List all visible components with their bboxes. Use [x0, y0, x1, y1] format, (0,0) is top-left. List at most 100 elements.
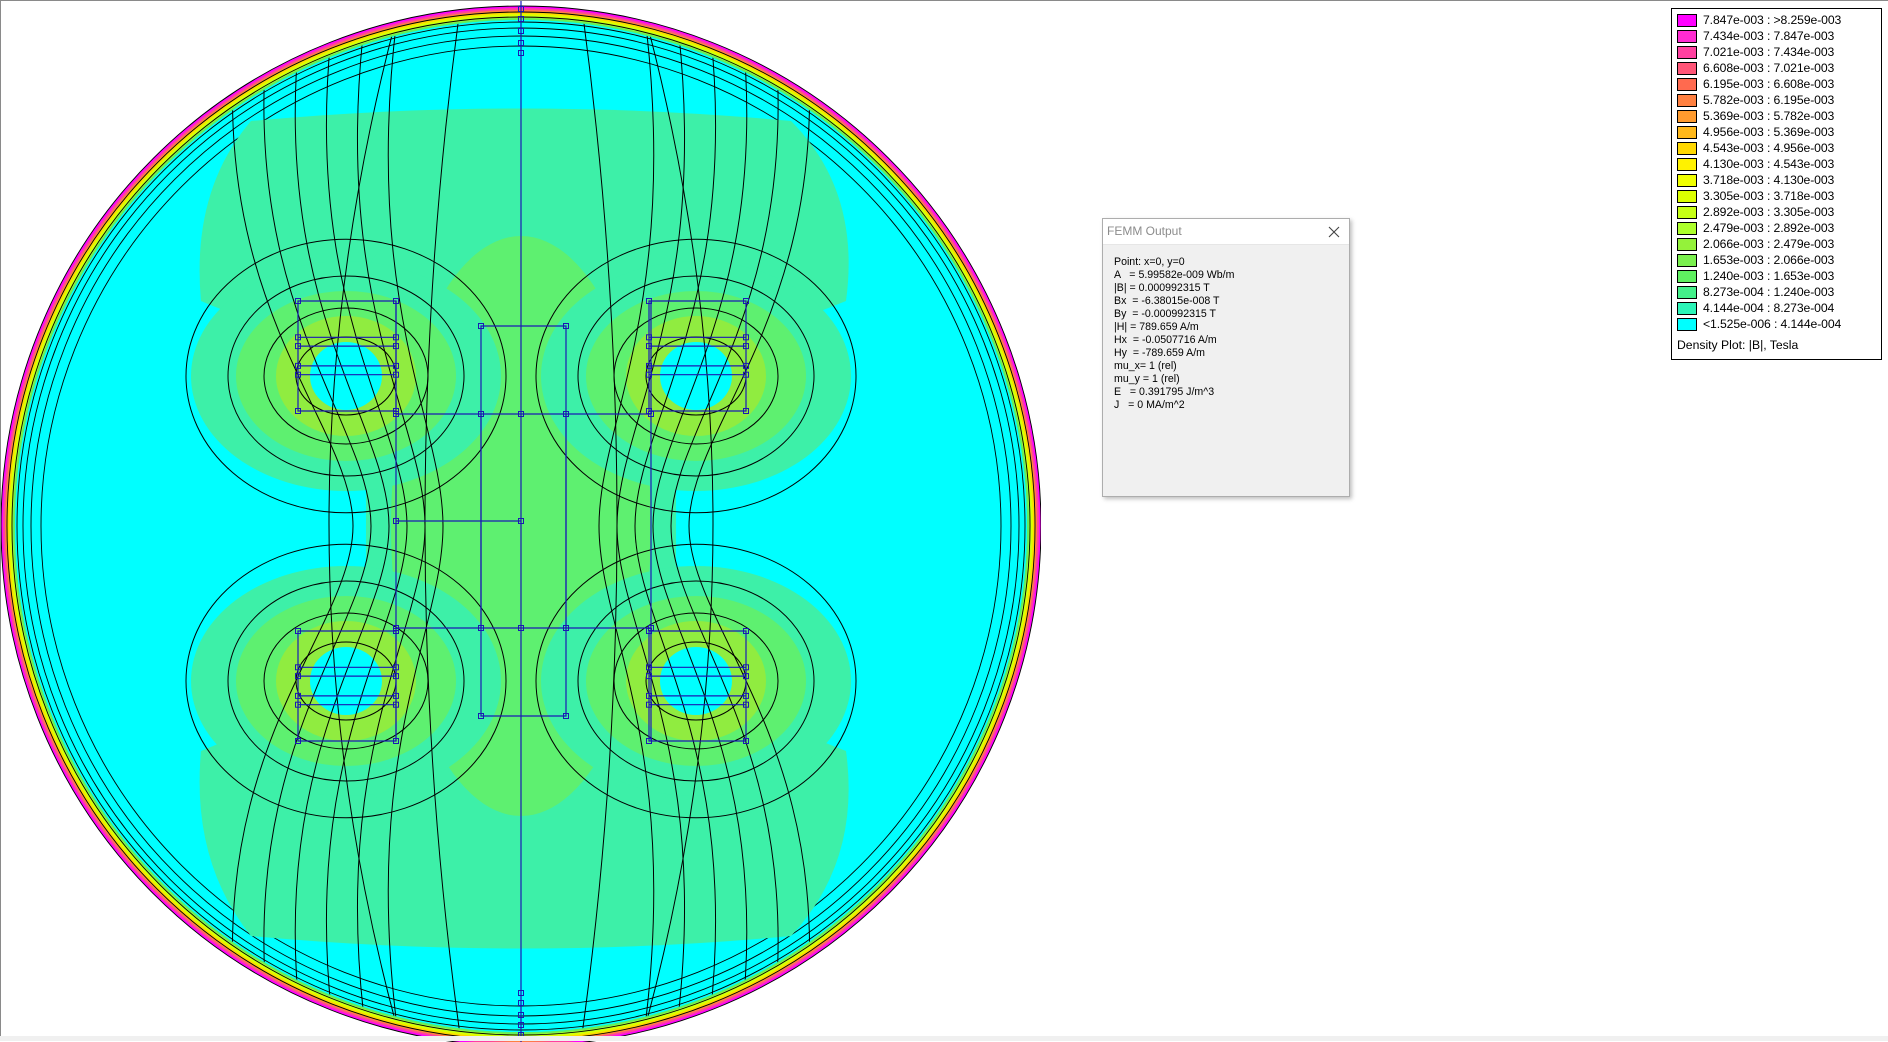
legend-entry: 4.543e-003 : 4.956e-003 — [1677, 140, 1834, 156]
legend-range: 3.305e-003 : 3.718e-003 — [1703, 189, 1835, 203]
legend-swatch — [1677, 301, 1697, 315]
legend-swatch — [1677, 109, 1697, 123]
output-line: Hx = -0.0507716 A/m — [1114, 334, 1217, 346]
flux-line — [688, 20, 811, 1032]
legend-entry: 7.434e-003 : 7.847e-003 — [1677, 28, 1834, 44]
geometry-node — [295, 334, 301, 341]
geometry-node — [563, 411, 569, 417]
legend-entry: 7.847e-003 : >8.259e-003 — [1677, 12, 1841, 28]
flux-line — [328, 20, 402, 1032]
geometry-node — [393, 664, 399, 671]
geometry-node — [393, 738, 399, 744]
geometry-node — [648, 411, 654, 417]
legend-entry: 5.782e-003 : 6.195e-003 — [1677, 92, 1834, 108]
geometry-node — [646, 664, 652, 671]
legend-entry: 2.066e-003 : 2.479e-003 — [1677, 236, 1834, 252]
legend-swatch — [1677, 237, 1697, 251]
legend-caption: Density Plot: |B|, Tesla — [1677, 338, 1799, 352]
legend-swatch — [1677, 45, 1697, 59]
geometry-node — [646, 371, 652, 378]
geometry-node — [393, 701, 399, 708]
legend-range: 6.195e-003 : 6.608e-003 — [1703, 77, 1835, 91]
flux-density-plot[interactable] — [1, 1, 1041, 1042]
flux-line — [356, 20, 426, 1032]
flux-line — [598, 20, 655, 1032]
flux-loop — [185, 238, 507, 514]
geometry-node — [295, 673, 301, 680]
geometry-node — [563, 713, 569, 719]
output-line: mu_y = 1 (rel) — [1114, 373, 1180, 385]
legend-entry: 3.718e-003 : 4.130e-003 — [1677, 172, 1834, 188]
legend-range: 6.608e-003 : 7.021e-003 — [1703, 61, 1835, 75]
geometry-node — [743, 692, 749, 699]
close-button[interactable] — [1319, 219, 1349, 244]
geometry-node — [518, 40, 524, 46]
geometry-node — [646, 701, 652, 708]
output-line: |H| = 789.659 A/m — [1114, 321, 1199, 333]
legend-swatch — [1677, 77, 1697, 91]
legend-range: 4.543e-003 : 4.956e-003 — [1703, 141, 1835, 155]
legend-entry: 4.144e-004 : 8.273e-004 — [1677, 300, 1834, 316]
flux-line — [294, 20, 390, 1032]
geometry-node — [295, 298, 301, 304]
low-field-core — [310, 342, 382, 410]
geometry-segment — [395, 301, 652, 741]
legend-entry: 3.305e-003 : 3.718e-003 — [1677, 188, 1834, 204]
geometry-node — [743, 628, 749, 634]
legend-swatch — [1677, 157, 1697, 171]
geometry-node — [518, 50, 524, 56]
femm-output-window[interactable]: FEMM Output Point: x=0, y=0 A = 5.99582e-… — [1102, 218, 1350, 497]
geometry-node — [393, 298, 399, 304]
legend-swatch — [1677, 285, 1697, 299]
geometry-node — [518, 6, 524, 12]
output-line: mu_x= 1 (rel) — [1114, 360, 1177, 372]
legend-range: 2.066e-003 : 2.479e-003 — [1703, 237, 1835, 251]
legend-entry: 7.021e-003 : 7.434e-003 — [1677, 44, 1834, 60]
legend-entry: 1.653e-003 : 2.066e-003 — [1677, 252, 1834, 268]
geometry-node — [518, 518, 524, 524]
legend-swatch — [1677, 189, 1697, 203]
output-titlebar[interactable]: FEMM Output — [1103, 219, 1349, 245]
flux-loop — [227, 275, 465, 477]
legend-range: 8.273e-004 : 1.240e-003 — [1703, 285, 1835, 299]
output-line: E = 0.391795 J/m^3 — [1114, 386, 1215, 398]
low-field-core — [310, 647, 382, 715]
geometry-node — [563, 625, 569, 631]
geometry-node — [518, 411, 524, 417]
geometry-node — [743, 298, 749, 304]
legend-swatch — [1677, 205, 1697, 219]
geometry-node — [393, 518, 399, 524]
geometry-node — [393, 411, 399, 417]
legend-entry: <1.525e-006 : 4.144e-004 — [1677, 316, 1841, 332]
legend-range: 4.956e-003 : 5.369e-003 — [1703, 125, 1835, 139]
geometry-node — [393, 343, 399, 350]
output-line: A = 5.99582e-009 Wb/m — [1114, 269, 1235, 281]
flux-loop — [535, 543, 857, 819]
flux-line — [640, 20, 714, 1032]
close-icon — [1328, 226, 1340, 237]
geometry-node — [295, 408, 301, 414]
geometry-node — [295, 701, 301, 708]
geometry-node — [478, 411, 484, 417]
legend-range: 2.892e-003 : 3.305e-003 — [1703, 205, 1835, 219]
legend-range: 4.130e-003 : 4.543e-003 — [1703, 157, 1835, 171]
legend-swatch — [1677, 61, 1697, 75]
geometry-node — [393, 371, 399, 378]
status-strip — [0, 1036, 1888, 1041]
legend-range: 4.144e-004 : 8.273e-004 — [1703, 301, 1835, 315]
geometry-segment — [480, 414, 567, 628]
legend-range: 7.847e-003 : >8.259e-003 — [1703, 13, 1842, 27]
flux-line — [616, 20, 686, 1032]
geometry-node — [563, 323, 569, 329]
output-line: J = 0 MA/m^2 — [1114, 399, 1185, 411]
legend-entry: 2.892e-003 : 3.305e-003 — [1677, 204, 1834, 220]
flux-line — [387, 20, 444, 1032]
geometry-node — [295, 628, 301, 634]
flux-loop — [613, 612, 779, 750]
geometry-node — [393, 334, 399, 341]
legend-swatch — [1677, 253, 1697, 267]
geometry-node — [646, 673, 652, 680]
legend-range: 3.718e-003 : 4.130e-003 — [1703, 173, 1835, 187]
flux-loop — [185, 543, 507, 819]
